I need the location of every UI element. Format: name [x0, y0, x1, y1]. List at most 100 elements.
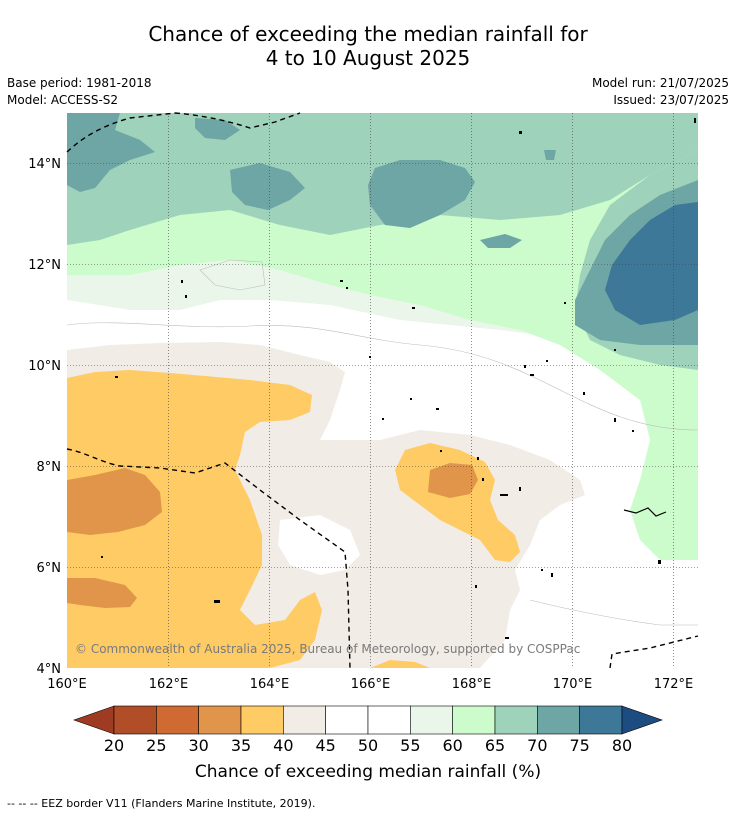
island [185, 295, 187, 298]
lat-tick-label: 10°N [28, 359, 61, 374]
island [440, 450, 442, 452]
eez-border-north [66, 112, 301, 153]
island [530, 374, 534, 376]
island [658, 560, 661, 564]
colorbar-segment [198, 705, 242, 735]
contour-60-65-north [67, 113, 698, 560]
island [181, 280, 183, 283]
contour-30-35-center [428, 463, 478, 498]
island [475, 585, 477, 588]
colorbar-tick-label: 80 [611, 736, 633, 755]
contour-75-80-east [605, 202, 698, 325]
contour-70-75-dot [544, 150, 556, 160]
contour-35-40-center [395, 443, 520, 562]
colorbar [73, 705, 663, 735]
contour-70-75-nw [67, 113, 155, 192]
contour-lines [67, 259, 698, 626]
island [519, 131, 522, 134]
colorbar-tick-label: 40 [273, 736, 294, 755]
eez-footnote: -- -- -- EEZ border V11 (Flanders Marine… [7, 797, 316, 810]
island [436, 408, 439, 410]
lat-tick-label: 4°N [37, 662, 62, 677]
island [583, 392, 585, 395]
colorbar-extend-low [73, 705, 115, 735]
colorbar-tick-label: 55 [400, 736, 421, 755]
contour-30-35-west [67, 468, 162, 535]
lon-tick-label: 160°E [47, 677, 87, 692]
island [369, 356, 371, 358]
contour-line-55 [199, 259, 266, 291]
contour-70-75-center [368, 160, 475, 228]
lon-tick-label: 168°E [452, 677, 492, 692]
eez-border-west [66, 448, 351, 669]
rainfall-contours [67, 113, 698, 668]
colorbar-segment [325, 705, 369, 735]
lat-tick-label: 8°N [37, 460, 62, 475]
island [346, 287, 348, 289]
meta-right: Model run: 21/07/2025 Issued: 23/07/2025 [592, 75, 729, 109]
contour-65-70-north [67, 113, 698, 365]
island [382, 418, 384, 420]
colorbar-tick-label: 50 [357, 736, 379, 755]
island-chain [623, 507, 667, 517]
colorbar-segment [579, 705, 623, 735]
gridlines [67, 113, 698, 668]
colorbar-tick-label: 20 [103, 736, 125, 755]
colorbar-tick-label: 30 [188, 736, 209, 755]
contour-70-75-small [480, 234, 522, 248]
island [632, 430, 634, 432]
lon-tick-label: 162°E [149, 677, 189, 692]
lon-axis: 160°E 162°E 164°E 166°E 168°E 170°E 172°… [47, 677, 693, 692]
model-run-label: Model run: 21/07/2025 [591, 76, 729, 90]
issued-label: Issued: 23/07/2025 [613, 93, 729, 107]
island [101, 556, 103, 558]
lon-tick-label: 164°E [250, 677, 290, 692]
colorbar-segment [113, 705, 157, 735]
contour-70-75-top [195, 118, 240, 140]
island [541, 569, 543, 571]
island [519, 487, 521, 491]
contour-45-inner-white [278, 515, 360, 575]
island [482, 478, 484, 481]
colorbar-tick-label: 60 [442, 736, 463, 755]
island [524, 365, 526, 368]
colorbar-tick-label: 65 [484, 736, 506, 755]
contour-line-50 [67, 322, 698, 431]
copyright-text: © Commonwealth of Australia 2025, Bureau… [75, 642, 580, 656]
islands [101, 118, 696, 639]
island [505, 637, 509, 639]
contour-35-40-south [370, 660, 430, 668]
island [410, 398, 412, 400]
island [340, 280, 343, 282]
base-period-label: Base period: 1981-2018 [7, 76, 152, 90]
colorbar-segment [156, 705, 199, 735]
island [614, 418, 616, 422]
colorbar-segment [537, 705, 580, 735]
island [214, 600, 220, 603]
colorbar-tick-label: 25 [146, 736, 167, 755]
colorbar-tick-label: 75 [569, 736, 590, 755]
colorbar-segment [283, 705, 326, 735]
colorbar-extend-high [621, 705, 663, 735]
colorbar-title: Chance of exceeding median rainfall (%) [194, 762, 542, 782]
eez-borders [66, 112, 699, 669]
colorbar-segment [410, 705, 453, 735]
colorbar-tick-label: 45 [315, 736, 336, 755]
colorbar-segment [494, 705, 538, 735]
island [115, 376, 118, 378]
island [546, 360, 548, 362]
map-title-line1: Chance of exceeding the median rainfall … [148, 22, 588, 46]
lat-tick-label: 14°N [28, 157, 61, 172]
contour-70-75-center-west [230, 163, 305, 210]
model-label: Model: ACCESS-S2 [7, 93, 119, 107]
colorbar-tick-label: 35 [230, 736, 252, 755]
lat-axis: 14°N 12°N 10°N 8°N 6°N 4°N [28, 157, 61, 677]
island [564, 302, 566, 304]
island [551, 573, 553, 577]
island [694, 118, 696, 123]
lat-tick-label: 6°N [37, 561, 62, 576]
island [412, 307, 415, 309]
colorbar-segment [240, 705, 284, 735]
island [500, 494, 508, 496]
